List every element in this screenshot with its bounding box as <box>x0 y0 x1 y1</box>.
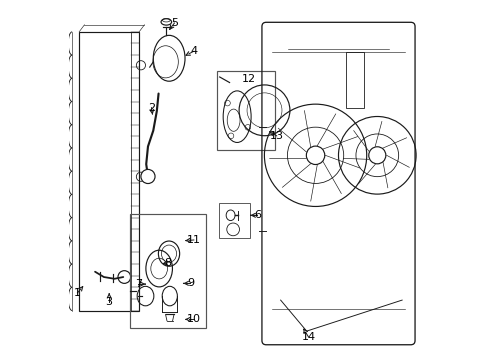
Text: 7: 7 <box>135 279 142 289</box>
Text: 10: 10 <box>187 314 201 324</box>
Text: 6: 6 <box>254 210 261 220</box>
Circle shape <box>141 170 155 184</box>
Bar <box>217 71 275 150</box>
Ellipse shape <box>161 19 172 25</box>
Text: 4: 4 <box>190 46 197 56</box>
Text: 3: 3 <box>106 297 113 307</box>
Circle shape <box>369 147 386 164</box>
Text: 14: 14 <box>301 332 316 342</box>
Text: 8: 8 <box>164 258 171 268</box>
Text: 1: 1 <box>74 288 81 298</box>
Bar <box>219 203 250 238</box>
Text: 13: 13 <box>270 131 284 141</box>
Bar <box>346 51 364 108</box>
Bar <box>130 213 206 328</box>
Text: 11: 11 <box>187 235 201 245</box>
Text: 2: 2 <box>148 103 155 113</box>
Text: 12: 12 <box>242 75 256 85</box>
Bar <box>79 32 139 311</box>
Text: 5: 5 <box>171 18 178 28</box>
Text: 9: 9 <box>187 278 194 288</box>
Circle shape <box>306 146 325 165</box>
